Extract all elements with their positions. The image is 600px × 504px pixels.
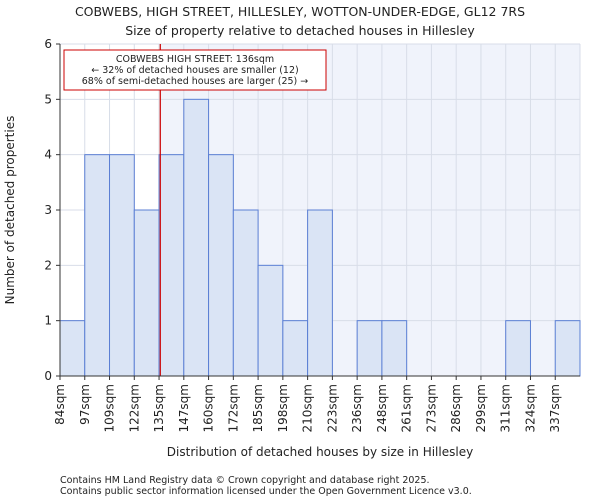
x-tick-label: 122sqm <box>127 384 141 432</box>
bar-210sqm <box>307 209 333 377</box>
chart-title-line1: COBWEBS, HIGH STREET, HILLESLEY, WOTTON-… <box>75 4 525 19</box>
x-tick-label: 160sqm <box>202 384 216 432</box>
x-tick-label: 337sqm <box>548 384 562 432</box>
x-tick-label: 223sqm <box>325 384 339 432</box>
bar-198sqm <box>282 320 309 377</box>
x-tick-label: 198sqm <box>276 384 290 432</box>
y-tick-label: 3 <box>44 203 52 217</box>
x-tick-labels: 84sqm 97sqm 109sqm 122sqm 135sqm 147sqm 160sqm… <box>53 376 562 432</box>
annotation-line2: ← 32% of detached houses are smaller (12… <box>91 65 298 76</box>
x-tick-label: 261sqm <box>400 384 414 432</box>
bar-248sqm <box>381 320 408 377</box>
x-tick-label: 299sqm <box>474 384 488 432</box>
y-tick-label: 2 <box>44 258 52 272</box>
y-tick-labels: 0 1 2 3 4 5 6 <box>44 37 60 383</box>
y-tick-label: 0 <box>44 369 52 383</box>
x-tick-label: 273sqm <box>424 384 438 432</box>
x-tick-label: 324sqm <box>523 384 537 432</box>
x-tick-label: 286sqm <box>449 384 463 432</box>
annotation-box: COBWEBS HIGH STREET: 136sqm ← 32% of det… <box>63 49 327 91</box>
y-tick-label: 4 <box>44 148 52 162</box>
bar-185sqm <box>257 264 284 377</box>
bars-group <box>59 98 581 377</box>
bar-122sqm <box>133 209 160 377</box>
footer-line1: Contains HM Land Registry data © Crown c… <box>60 475 430 486</box>
footer-line2: Contains public sector information licen… <box>60 486 472 497</box>
bar-97sqm <box>84 154 111 377</box>
x-tick-label: 172sqm <box>226 384 240 432</box>
x-tick-label: 109sqm <box>103 384 117 432</box>
x-tick-label: 147sqm <box>177 384 191 432</box>
x-tick-label: 311sqm <box>499 384 513 432</box>
bar-172sqm <box>232 209 259 377</box>
bar-84sqm <box>59 320 86 377</box>
annotation-line3: 68% of semi-detached houses are larger (… <box>82 76 309 87</box>
chart-title-line2: Size of property relative to detached ho… <box>125 23 475 38</box>
x-tick-label: 236sqm <box>350 384 364 432</box>
y-tick-label: 1 <box>44 314 52 328</box>
x-tick-label: 84sqm <box>53 384 67 425</box>
y-tick-label: 5 <box>44 92 52 106</box>
annotation-border <box>63 49 327 91</box>
bar-311sqm <box>505 320 531 377</box>
bar-160sqm <box>208 154 234 377</box>
annotation-line1: COBWEBS HIGH STREET: 136sqm <box>116 54 274 65</box>
x-tick-label: 248sqm <box>375 384 389 432</box>
x-axis-label: Distribution of detached houses by size … <box>167 445 473 459</box>
bar-236sqm <box>356 320 383 377</box>
bar-337sqm <box>554 320 581 377</box>
x-tick-label: 185sqm <box>251 384 265 432</box>
bar-135sqm <box>158 154 185 377</box>
x-tick-label: 135sqm <box>152 384 166 432</box>
y-axis-label: Number of detached properties <box>3 116 17 305</box>
x-tick-label: 97sqm <box>78 384 92 425</box>
bar-109sqm <box>109 154 135 377</box>
bar-147sqm <box>183 98 210 377</box>
y-tick-label: 6 <box>44 37 52 51</box>
x-tick-label: 210sqm <box>301 384 315 432</box>
